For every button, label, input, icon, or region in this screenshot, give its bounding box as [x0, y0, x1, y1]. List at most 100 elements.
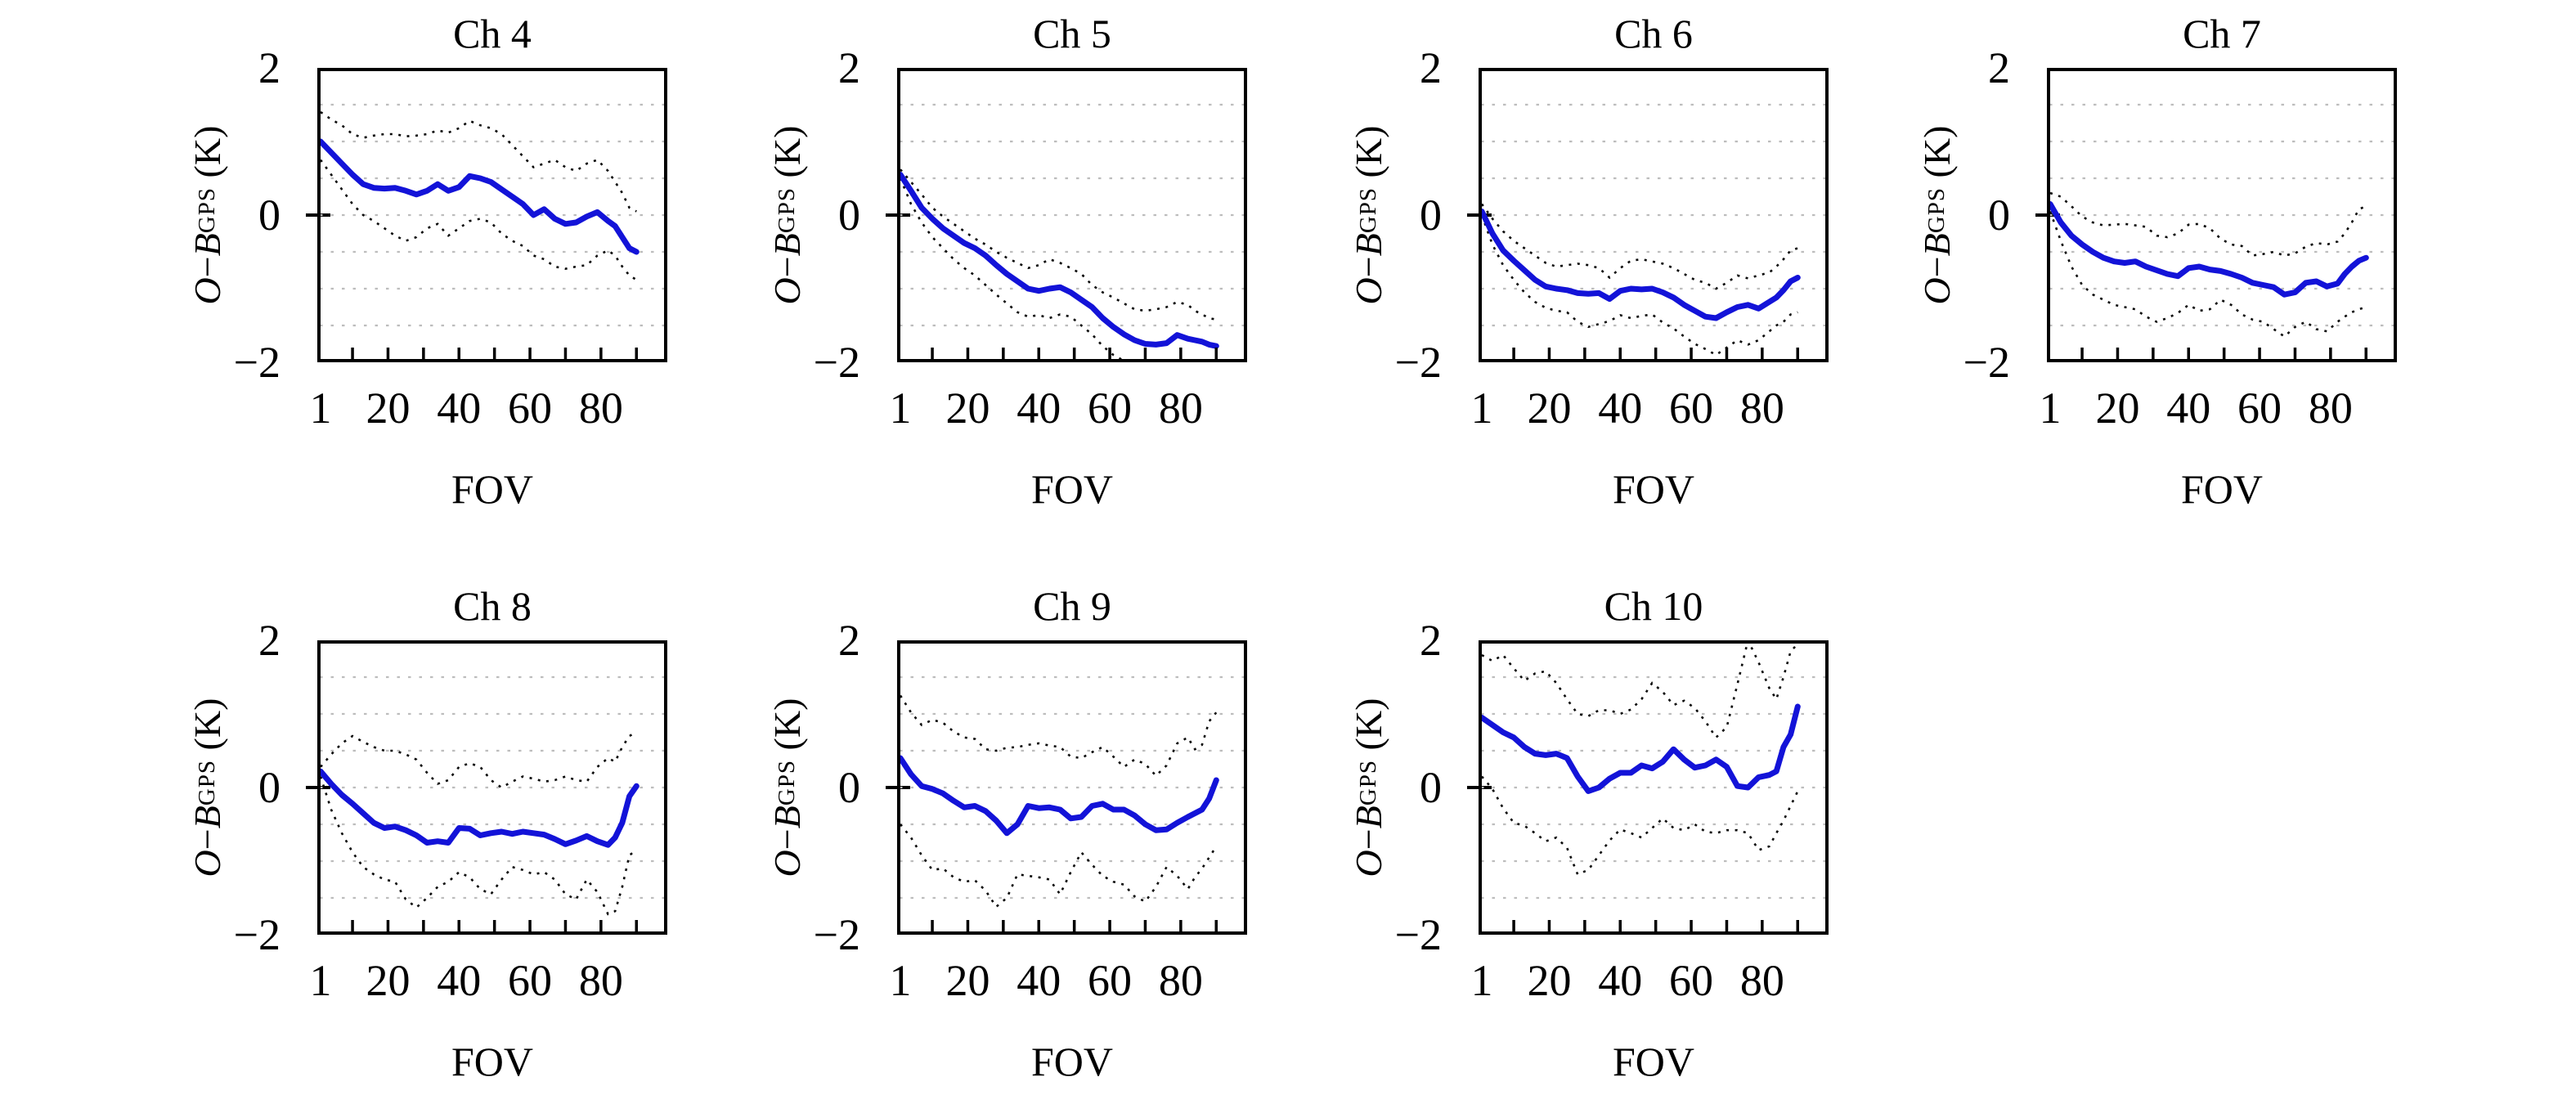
mean-line: [897, 755, 1219, 837]
ylabel-var-o: O: [186, 850, 228, 877]
y-tick-label: 0: [1988, 191, 2010, 240]
x-tick-label: 1: [2039, 384, 2062, 433]
ylabel-minus: −: [186, 256, 228, 278]
ylabel-unit: (K): [186, 698, 228, 760]
plot-svg: [897, 68, 1247, 362]
plot-svg: [897, 640, 1247, 935]
y-tick-label: −2: [233, 338, 280, 387]
ylabel-unit: (K): [186, 125, 228, 187]
ylabel-minus: −: [1347, 256, 1389, 278]
x-axis-label: FOV: [1612, 466, 1695, 512]
x-tick-label: 40: [1598, 384, 1643, 433]
x-tick-label: 80: [1158, 956, 1203, 1005]
x-tick-label: 60: [2237, 384, 2282, 433]
ylabel-unit: (K): [1347, 698, 1389, 760]
mean-line: [317, 768, 640, 848]
x-axis-label: FOV: [2180, 466, 2264, 512]
panel-title: Ch 9: [1033, 583, 1111, 629]
x-tick-label: 20: [1527, 384, 1572, 433]
x-axis-label: FOV: [1030, 466, 1114, 512]
x-tick-label: 80: [1158, 384, 1203, 433]
x-tick-label: 60: [1669, 956, 1714, 1005]
y-tick-label: −2: [1394, 910, 1442, 959]
ylabel-unit: (K): [765, 698, 808, 760]
upper-envelope-line: [2049, 191, 2367, 257]
x-tick-label: 20: [366, 384, 411, 433]
x-tick-label: 40: [1016, 384, 1061, 433]
plot-border: [897, 640, 1247, 935]
upper-envelope-line: [320, 110, 637, 213]
y-tick-label: 2: [838, 616, 860, 665]
y-tick-label: 0: [838, 763, 860, 812]
x-tick-label: 80: [1739, 956, 1784, 1005]
plot-border: [1479, 68, 1829, 362]
lower-envelope-line: [319, 776, 638, 916]
x-tick-label: 40: [2166, 384, 2211, 433]
lower-envelope-line: [1480, 214, 1798, 357]
lower-envelope-line: [2049, 211, 2367, 339]
ylabel-var-o: O: [186, 277, 228, 305]
x-tick-label: 80: [2308, 384, 2353, 433]
lower-envelope-line: [899, 177, 1207, 362]
plot-border: [317, 68, 667, 362]
lower-envelope-line: [1481, 775, 1799, 876]
plot-svg: [1479, 640, 1829, 935]
mean-line: [1479, 703, 1801, 794]
plot-svg: [317, 640, 667, 935]
panel-title: Ch 5: [1033, 11, 1111, 56]
upper-envelope-line: [320, 731, 637, 789]
mean-line: [2047, 201, 2369, 298]
ylabel-var-o: O: [1347, 277, 1389, 305]
panel-title: Ch 7: [2183, 11, 2261, 56]
ylabel-minus: −: [1347, 828, 1389, 850]
plot-border: [317, 640, 667, 935]
x-tick-label: 20: [366, 956, 411, 1005]
ylabel-minus: −: [1915, 256, 1958, 278]
upper-envelope-line: [899, 694, 1218, 778]
x-tick-label: 1: [889, 956, 912, 1005]
y-tick-label: 0: [838, 191, 860, 240]
mean-line: [1479, 209, 1801, 321]
x-tick-label: 80: [578, 384, 623, 433]
x-tick-label: 60: [508, 956, 553, 1005]
ylabel-var-o: O: [1915, 277, 1958, 305]
x-tick-label: 20: [1527, 956, 1572, 1005]
panel-title: Ch 10: [1604, 583, 1703, 629]
x-tick-label: 1: [309, 384, 332, 433]
y-tick-label: −2: [1394, 338, 1442, 387]
y-tick-label: −2: [813, 910, 860, 959]
x-tick-label: 1: [309, 956, 332, 1005]
x-tick-label: 40: [1598, 956, 1643, 1005]
x-axis-label: FOV: [451, 466, 534, 512]
y-tick-label: 2: [1988, 43, 2010, 92]
y-tick-label: 2: [258, 43, 280, 92]
plot-border: [897, 68, 1247, 362]
panel-title: Ch 4: [453, 11, 532, 56]
y-tick-label: −2: [1963, 338, 2010, 387]
x-tick-label: 60: [1088, 956, 1133, 1005]
y-tick-label: 0: [258, 763, 280, 812]
plot-svg: [2047, 68, 2397, 362]
ylabel-var-o: O: [1347, 850, 1389, 877]
y-tick-label: −2: [813, 338, 860, 387]
y-tick-label: 2: [1420, 616, 1442, 665]
y-tick-label: 2: [258, 616, 280, 665]
ylabel-unit: (K): [1915, 125, 1958, 187]
x-tick-label: 80: [1739, 384, 1784, 433]
x-axis-label: FOV: [451, 1039, 534, 1084]
x-tick-label: 1: [1470, 384, 1493, 433]
x-tick-label: 40: [437, 956, 482, 1005]
ylabel-unit: (K): [765, 125, 808, 187]
x-tick-label: 1: [1470, 956, 1493, 1005]
y-tick-label: 0: [1420, 763, 1442, 812]
x-tick-label: 60: [1088, 384, 1133, 433]
ylabel-minus: −: [765, 828, 808, 850]
ylabel-var-o: O: [765, 850, 808, 877]
x-tick-label: 20: [945, 384, 990, 433]
x-tick-label: 40: [437, 384, 482, 433]
ylabel-minus: −: [765, 256, 808, 278]
plot-svg: [1479, 68, 1829, 362]
mean-line: [897, 172, 1219, 349]
lower-envelope-line: [899, 823, 1218, 909]
